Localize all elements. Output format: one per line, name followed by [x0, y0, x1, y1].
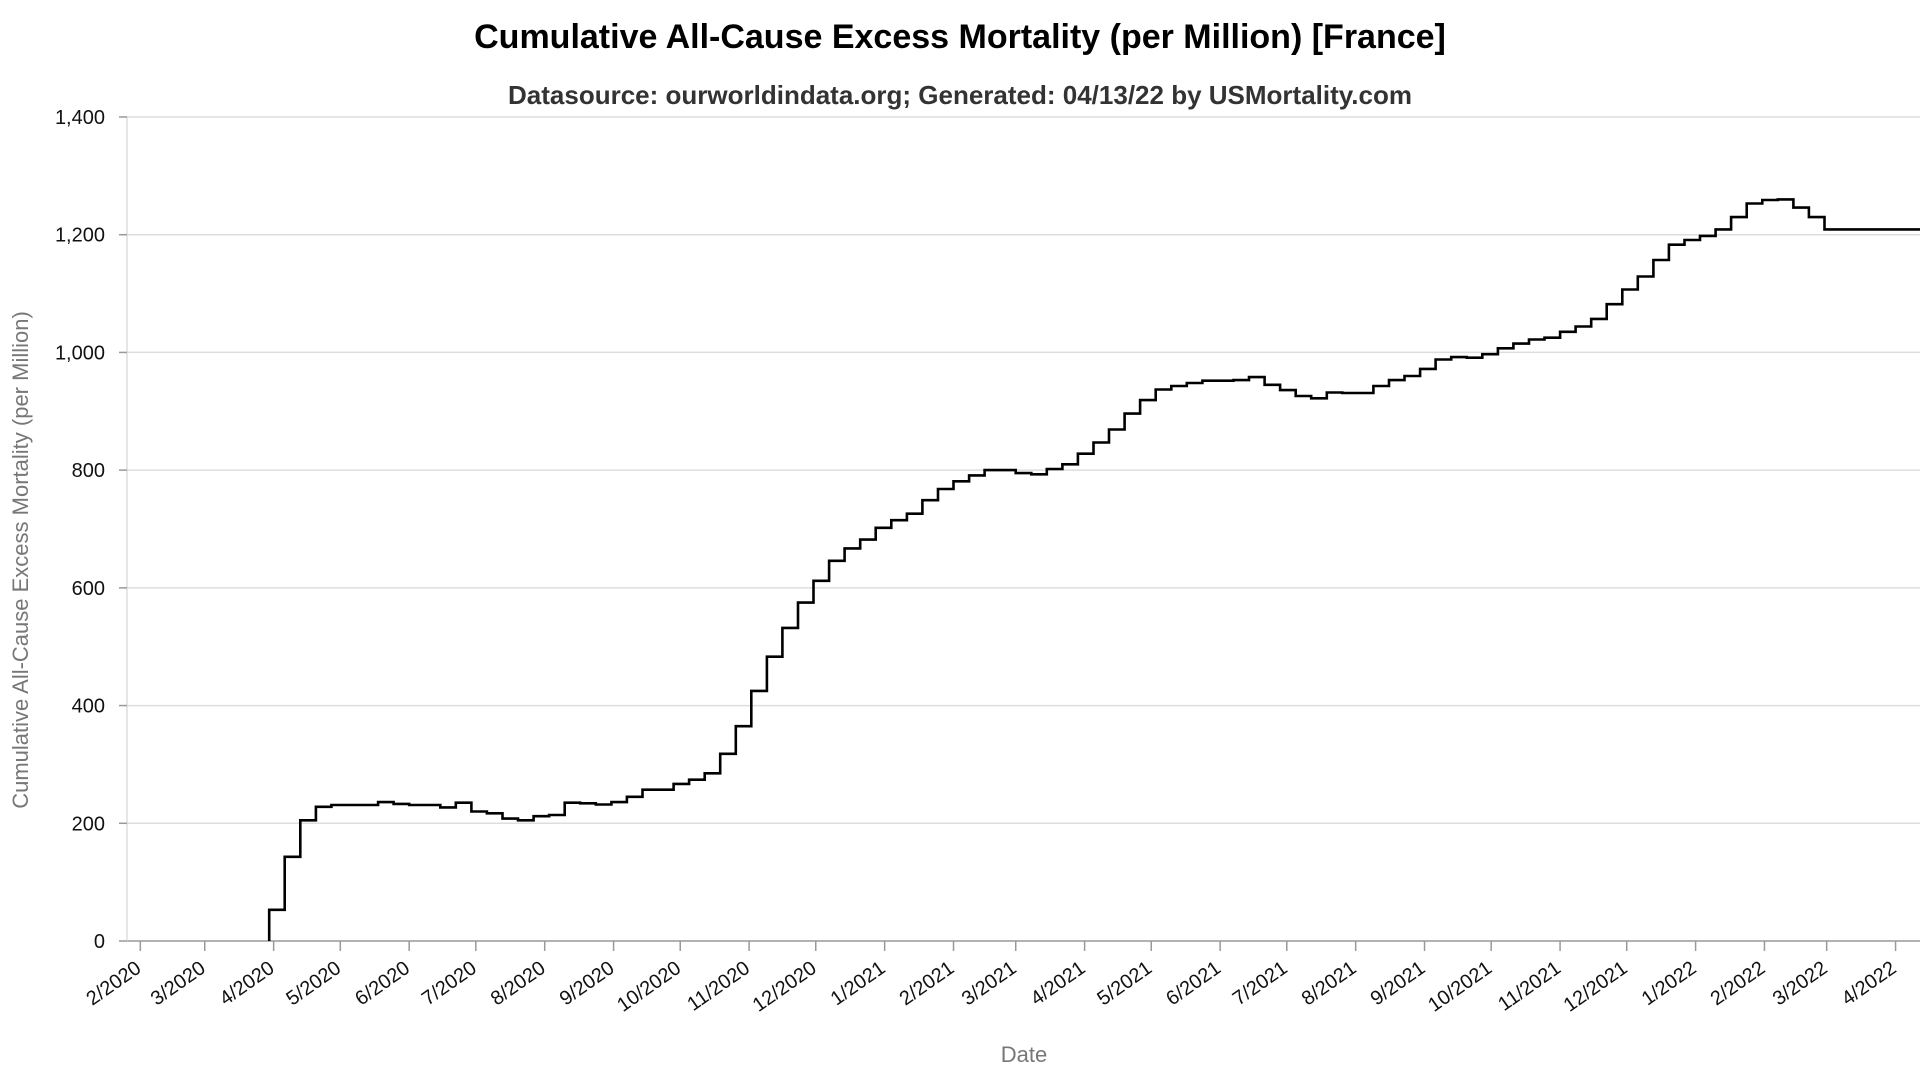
x-tick-label: 4/2022 — [1838, 957, 1901, 1010]
x-axis-label: Date — [1001, 1042, 1047, 1067]
y-tick-label: 1,200 — [55, 225, 105, 247]
x-tick-label: 1/2022 — [1638, 957, 1701, 1010]
x-tick-label: 2/2021 — [896, 957, 959, 1010]
y-tick-label: 200 — [72, 813, 105, 835]
x-tick-label: 3/2022 — [1769, 957, 1832, 1010]
y-axis-label: Cumulative All-Cause Excess Mortality (p… — [8, 311, 33, 809]
chart-subtitle: Datasource: ourworldindata.org; Generate… — [508, 80, 1412, 110]
x-tick-label: 6/2021 — [1162, 957, 1225, 1010]
series-layer — [267, 198, 1920, 941]
y-tick-label: 800 — [72, 460, 105, 482]
x-tick-label: 9/2021 — [1367, 957, 1430, 1010]
x-tick-label: 10/2020 — [613, 957, 685, 1016]
x-tick-label: 2/2022 — [1707, 957, 1770, 1010]
x-tick-label: 7/2021 — [1229, 957, 1292, 1010]
y-tick-label: 600 — [72, 578, 105, 600]
x-tick-label: 12/2020 — [749, 957, 821, 1016]
chart-title: Cumulative All-Cause Excess Mortality (p… — [474, 18, 1446, 56]
x-tick-label: 11/2021 — [1494, 957, 1565, 1016]
x-tick-label: 12/2021 — [1560, 957, 1632, 1016]
x-tick-label: 7/2020 — [418, 957, 481, 1010]
y-tick-label: 400 — [72, 696, 105, 718]
y-tick-label: 1,000 — [55, 342, 105, 364]
x-tick-label: 5/2021 — [1093, 957, 1156, 1010]
y-tick-label: 1,400 — [55, 107, 105, 129]
x-tick-label: 1/2021 — [827, 957, 890, 1010]
x-tick-label: 8/2020 — [487, 957, 550, 1010]
grid-lines — [127, 116, 1920, 825]
x-tick-label: 8/2021 — [1298, 957, 1361, 1010]
x-tick-label: 11/2020 — [683, 957, 754, 1016]
x-ticks: 2/2020 3/2020 4/2020 5/2020 6/2020 7/2020 8/20… — [82, 941, 1900, 1017]
x-tick-label: 2/2020 — [82, 957, 145, 1010]
x-tick-label: 3/2020 — [147, 957, 210, 1010]
x-tick-label: 3/2021 — [958, 957, 1021, 1010]
x-tick-label: 6/2020 — [351, 957, 414, 1010]
y-ticks: 0 200 400 600 800 1,000 1,200 1,400 — [55, 107, 127, 953]
x-tick-label: 4/2020 — [216, 957, 279, 1010]
x-tick-label: 9/2020 — [556, 957, 619, 1010]
x-tick-label: 10/2021 — [1424, 957, 1496, 1016]
series-line — [267, 198, 1920, 941]
axes — [126, 117, 1920, 942]
y-tick-label: 0 — [94, 931, 105, 953]
x-tick-label: 5/2020 — [282, 957, 345, 1010]
x-tick-label: 4/2021 — [1027, 957, 1090, 1010]
